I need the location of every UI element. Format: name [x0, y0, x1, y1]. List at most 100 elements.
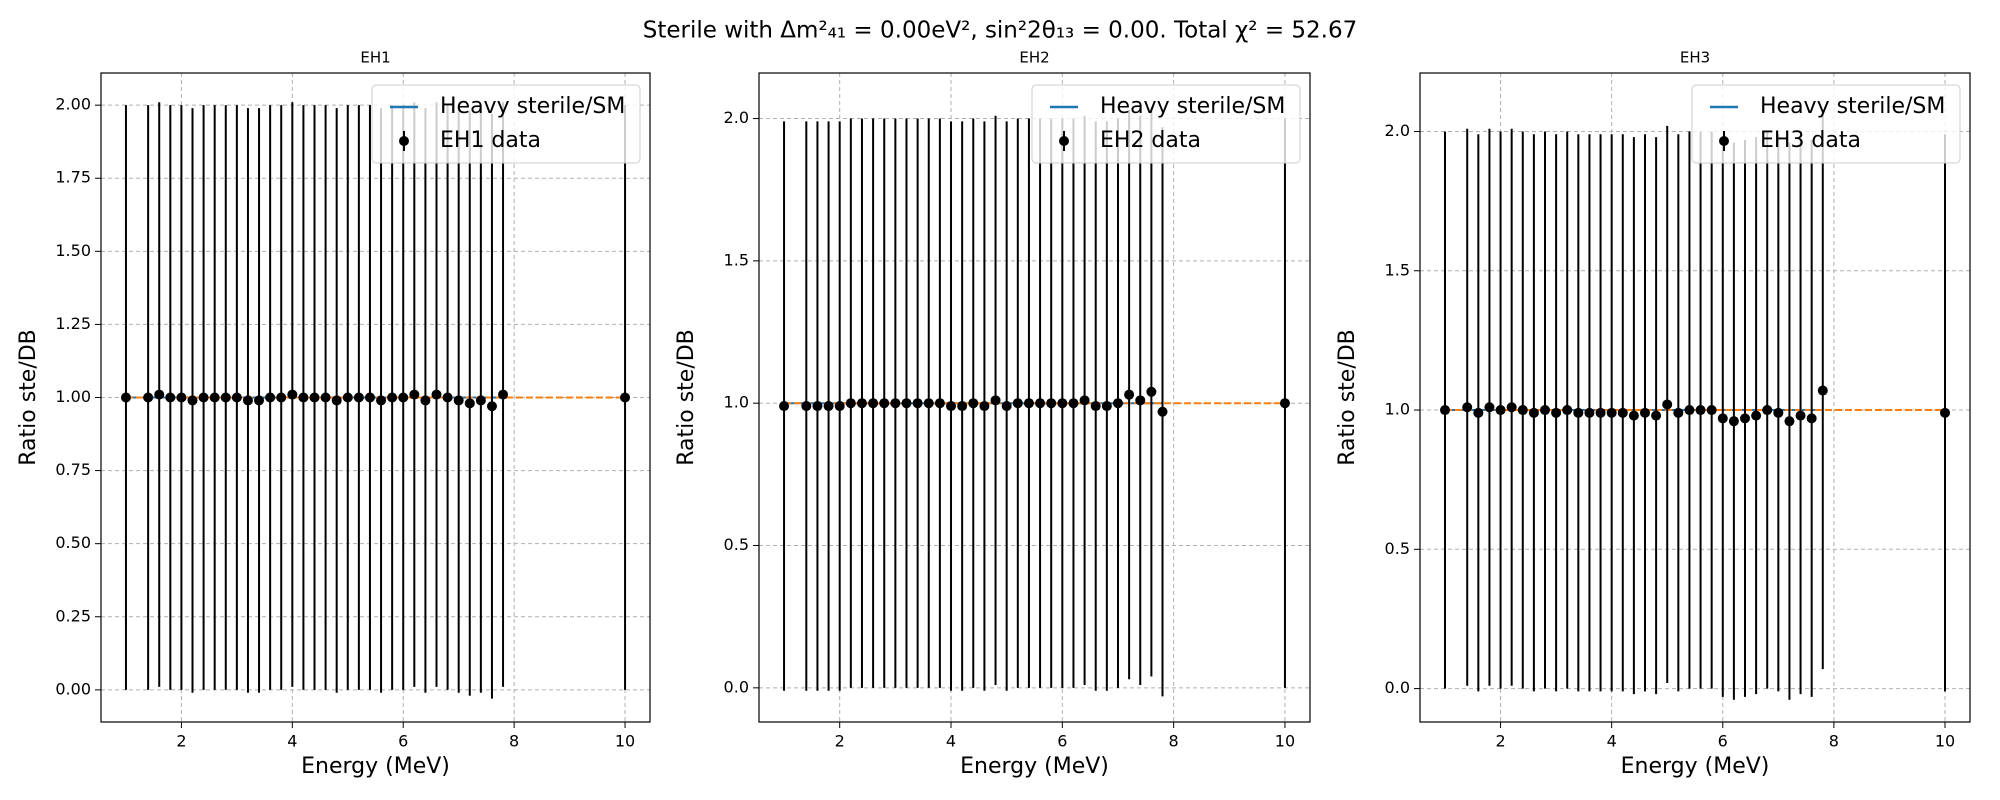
data-point — [431, 389, 442, 400]
data-point — [1012, 398, 1023, 409]
data-point — [779, 401, 790, 412]
data-point — [1584, 407, 1595, 418]
y-tick-label: 0.5 — [724, 535, 749, 554]
data-point — [420, 395, 431, 406]
data-point — [387, 392, 398, 403]
data-point — [1651, 410, 1662, 421]
data-point — [1562, 405, 1573, 416]
data-point — [1751, 410, 1762, 421]
data-point — [934, 398, 945, 409]
data-point — [1606, 407, 1617, 418]
y-axis-label: Ratio ste/DB — [16, 329, 41, 466]
data-point — [254, 395, 265, 406]
data-point — [1146, 386, 1157, 397]
data-point — [1817, 385, 1828, 396]
data-point — [1573, 407, 1584, 418]
legend-label: EH2 data — [1100, 128, 1201, 153]
data-point — [990, 395, 1001, 406]
data-point — [1806, 413, 1817, 424]
legend-box — [1031, 84, 1301, 164]
y-axis-label: Ratio ste/DB — [674, 329, 699, 466]
data-point — [1090, 401, 1101, 412]
y-tick-label: 1.0 — [1385, 400, 1410, 419]
data-point — [154, 389, 165, 400]
data-point — [946, 401, 957, 412]
data-point — [890, 398, 901, 409]
data-point — [1506, 402, 1517, 413]
data-point — [979, 401, 990, 412]
data-point — [1628, 410, 1639, 421]
data-point — [1112, 398, 1123, 409]
plot-frame — [1419, 72, 1971, 723]
data-point — [1773, 407, 1784, 418]
y-tick-label: 0.00 — [55, 679, 91, 698]
data-point — [1495, 405, 1506, 416]
data-point — [845, 398, 856, 409]
data-point — [1046, 398, 1057, 409]
data-point — [1473, 407, 1484, 418]
legend: Heavy sterile/SM EH3 data — [1691, 84, 1961, 164]
data-point — [1528, 407, 1539, 418]
data-point — [331, 395, 342, 406]
data-point — [165, 392, 176, 403]
data-point — [265, 392, 276, 403]
y-tick-label: 0.0 — [1385, 678, 1410, 697]
legend-swatch — [399, 136, 409, 146]
subplot-title: EH1 — [360, 49, 390, 67]
data-point — [1517, 405, 1528, 416]
data-point — [187, 395, 198, 406]
data-point — [1440, 405, 1450, 416]
data-point — [409, 389, 420, 400]
data-point — [879, 398, 890, 409]
x-tick-label: 6 — [1057, 732, 1067, 751]
x-tick-label: 4 — [946, 732, 956, 751]
data-point — [868, 398, 879, 409]
legend-label: Heavy sterile/SM — [1760, 94, 1945, 119]
data-point — [1673, 407, 1684, 418]
y-tick-label: 0.0 — [724, 677, 749, 696]
data-point — [1728, 416, 1739, 427]
x-tick-label: 2 — [835, 732, 845, 751]
data-point — [309, 392, 320, 403]
x-tick-label: 6 — [1718, 732, 1728, 751]
y-tick-label: 1.75 — [55, 168, 91, 187]
data-point — [968, 398, 979, 409]
data-point — [1023, 398, 1034, 409]
data-point — [1617, 407, 1628, 418]
subplot: EH2 2 4 6 8 10 0.0 0.5 1.0 1.5 2.0 Energy (MeV) Rati… — [674, 49, 1311, 779]
legend-label: EH1 data — [440, 128, 541, 153]
data-point — [287, 389, 298, 400]
subplot: EH3 2 4 6 8 10 0.0 0.5 1.0 1.5 2.0 Energy (MeV) Rati… — [1335, 49, 1971, 779]
plot-frame — [100, 72, 651, 723]
x-axis-label: Energy (MeV) — [1621, 754, 1770, 779]
data-point — [1057, 398, 1068, 409]
data-point — [1462, 402, 1473, 413]
y-tick-label: 1.5 — [1385, 260, 1410, 279]
data-point — [1940, 407, 1950, 418]
x-tick-label: 2 — [1495, 732, 1505, 751]
data-point — [1001, 401, 1012, 412]
legend: Heavy sterile/SM EH1 data — [371, 84, 641, 164]
data-point — [957, 401, 968, 412]
data-point — [1595, 407, 1606, 418]
data-point — [1551, 407, 1562, 418]
data-point — [120, 392, 131, 403]
data-point — [453, 395, 464, 406]
y-tick-label: 2.0 — [1385, 121, 1410, 140]
y-tick-label: 1.25 — [55, 314, 91, 333]
data-point — [475, 395, 486, 406]
data-point — [1795, 410, 1806, 421]
data-point — [442, 392, 453, 403]
data-point — [486, 401, 497, 412]
x-tick-label: 4 — [1607, 732, 1617, 751]
x-tick-label: 10 — [1275, 732, 1295, 751]
data-point — [353, 392, 364, 403]
plot-frame — [758, 72, 1311, 723]
data-point — [498, 389, 509, 400]
data-point — [1640, 407, 1650, 418]
data-point — [220, 392, 231, 403]
x-tick-label: 10 — [1935, 732, 1955, 751]
data-point — [1157, 406, 1168, 417]
y-tick-label: 1.0 — [724, 393, 749, 412]
